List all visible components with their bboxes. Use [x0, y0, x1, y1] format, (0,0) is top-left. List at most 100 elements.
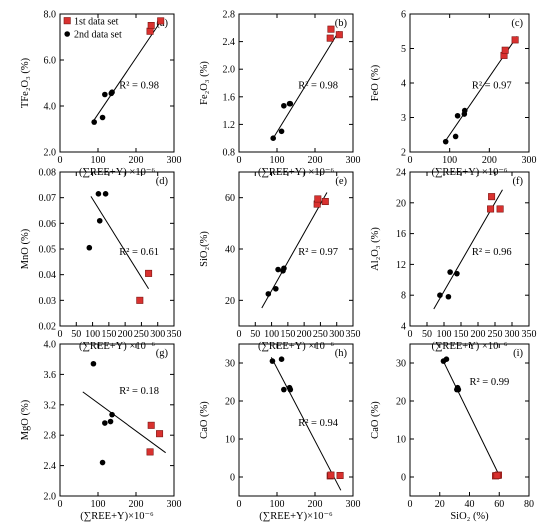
- x-tick-label: 300: [167, 155, 182, 166]
- marker-1st-data-set: [336, 471, 344, 479]
- y-tick-label: 20: [396, 397, 406, 408]
- y-tick-label: 3.6: [44, 370, 57, 381]
- marker-1st-data-set: [327, 471, 335, 479]
- marker-2nd-data-set: [99, 114, 106, 121]
- x-tick-label: 40: [465, 499, 475, 510]
- y-tick-label: 10: [225, 435, 235, 446]
- y-tick-label: 0.06: [39, 219, 57, 230]
- y-axis-title: CaO (%): [199, 401, 210, 439]
- legend-label-1st-data-set: 1st data set: [74, 17, 119, 28]
- marker-2nd-data-set: [96, 217, 103, 224]
- regression-line: [90, 196, 150, 290]
- y-tick-label: 6.0: [44, 56, 57, 67]
- marker-2nd-data-set: [281, 102, 287, 109]
- marker-2nd-data-set: [90, 360, 97, 367]
- y-tick-label: 0: [401, 473, 406, 484]
- y-tick-label: 2.8: [44, 431, 57, 442]
- panel-e: 0 50 100 150 200 250 300 350 20 40 60 (∑REE+Y) ×10⁻…: [199, 171, 361, 352]
- marker-2nd-data-set: [442, 138, 449, 145]
- x-tick-label: 50: [422, 329, 432, 340]
- panel-label: (c): [511, 18, 523, 29]
- regression-line: [93, 19, 163, 121]
- regression-line: [442, 359, 502, 479]
- y-tick-label: 30: [396, 359, 406, 370]
- x-tick-label: 300: [329, 329, 344, 340]
- x-tick-label: 200: [308, 499, 323, 510]
- y-tick-label: 2.8: [223, 10, 236, 21]
- marker-2nd-data-set: [265, 291, 272, 297]
- x-axis-title: (∑REE+Y)×10⁻⁶: [80, 511, 154, 522]
- y-tick-label: 0.08: [39, 168, 57, 179]
- y-tick-label: 2.0: [223, 65, 236, 76]
- panel-label: (f): [513, 176, 524, 187]
- r-squared-annotation: R² = 0.97: [472, 81, 512, 92]
- x-tick-label: 100: [91, 499, 106, 510]
- y-tick-label: 2.0: [44, 492, 57, 503]
- marker-2nd-data-set: [109, 89, 115, 95]
- marker-2nd-data-set: [270, 135, 277, 141]
- y-tick-label: 20: [225, 296, 235, 307]
- y-tick-label: 1.2: [223, 120, 236, 131]
- y-axis-title: TFe₂O₃ (%): [20, 57, 31, 108]
- marker-2nd-data-set: [86, 244, 93, 251]
- y-tick-label: 3: [401, 113, 406, 124]
- marker-2nd-data-set: [281, 265, 287, 272]
- x-tick-label: 250: [488, 329, 503, 340]
- y-tick-label: 0.8: [223, 148, 236, 159]
- marker-1st-data-set: [145, 269, 153, 277]
- plot-frame: [409, 343, 530, 497]
- y-tick-label: 8: [401, 291, 406, 302]
- panel-label: (d): [156, 176, 169, 187]
- x-tick-label: 0: [237, 499, 242, 510]
- x-tick-label: 150: [454, 329, 469, 340]
- x-tick-label: 0: [58, 329, 63, 340]
- x-tick-label: 0: [237, 329, 242, 340]
- marker-2nd-data-set: [452, 133, 459, 140]
- y-tick-label: 10: [396, 435, 406, 446]
- panel-i: 0 20 40 60 80 0 10 20 30 SiO₂ (%) CaO (%) (i) R² = 0…: [370, 343, 534, 522]
- y-tick-label: 5: [401, 44, 406, 55]
- marker-1st-data-set: [321, 198, 329, 206]
- marker-1st-data-set: [146, 448, 154, 456]
- x-tick-label: 200: [129, 499, 144, 510]
- marker-2nd-data-set: [99, 459, 106, 466]
- x-tick-label: 350: [522, 329, 537, 340]
- x-tick-label: 0: [237, 155, 242, 166]
- marker-1st-data-set: [156, 430, 164, 438]
- x-tick-label: 200: [471, 329, 486, 340]
- panel-h: 0 100 200 300 0 10 20 30 (∑REE+Y)×10⁻⁶ CaO (%) (h)…: [199, 343, 361, 522]
- x-tick-label: 100: [437, 329, 452, 340]
- x-tick-label: 300: [167, 499, 182, 510]
- marker-1st-data-set: [501, 46, 509, 54]
- marker-2nd-data-set: [287, 100, 294, 107]
- y-tick-label: 20: [225, 397, 235, 408]
- y-tick-label: 0.05: [39, 245, 57, 256]
- y-tick-label: 4: [401, 79, 406, 90]
- x-tick-label: 200: [118, 329, 133, 340]
- panel-g: 0 100 200 300 2.0 2.4 2.8 3.2 3.6 4.0 (∑REE+Y)×10⁻…: [20, 340, 182, 523]
- y-axis-title: Al₂O₃ (%): [370, 227, 381, 271]
- marker-2nd-data-set: [273, 285, 279, 292]
- x-tick-label: 200: [308, 155, 323, 166]
- marker-2nd-data-set: [109, 411, 115, 418]
- panel-label: (h): [335, 348, 348, 359]
- panel-label: (i): [513, 348, 523, 359]
- plot-frame: [238, 13, 354, 153]
- marker-2nd-data-set: [278, 356, 285, 363]
- marker-2nd-data-set: [437, 292, 443, 299]
- legend-marker-1st-data-set: [63, 17, 71, 25]
- y-tick-label: 40: [225, 245, 235, 256]
- plot-frame: [59, 343, 175, 497]
- y-tick-label: 2.4: [44, 461, 57, 472]
- y-tick-label: 2.4: [223, 37, 236, 48]
- x-axis-title: SiO₂ (%): [450, 511, 489, 522]
- y-tick-label: 8.0: [44, 10, 57, 21]
- y-tick-label: 16: [396, 229, 406, 240]
- marker-1st-data-set: [136, 296, 144, 304]
- panel-label: (g): [156, 348, 169, 359]
- marker-2nd-data-set: [95, 191, 102, 197]
- x-axis-title: (∑REE+Y)×10⁻⁶: [259, 511, 333, 522]
- r-squared-annotation: R² = 0.98: [298, 81, 338, 92]
- marker-2nd-data-set: [454, 112, 461, 119]
